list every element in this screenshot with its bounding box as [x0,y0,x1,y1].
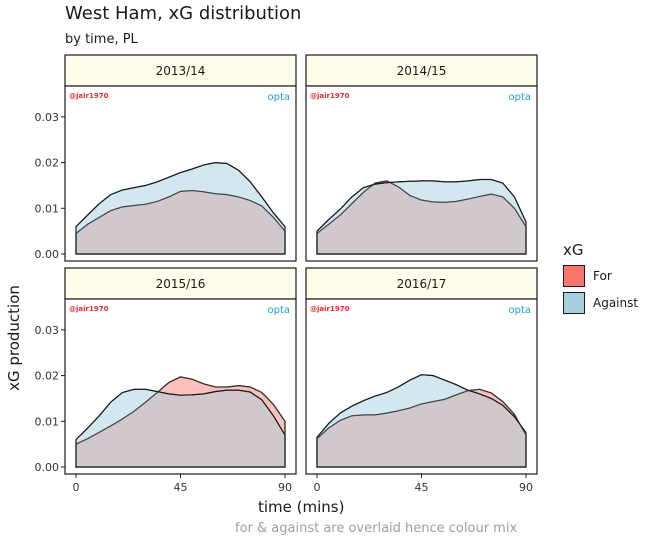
y-tick-label: 0.03 [35,111,60,124]
legend-swatch-against [563,292,585,314]
chart-caption: for & against are overlaid hence colour … [235,521,518,536]
facet-label-2014/15: 2014/15 [397,64,447,78]
y-tick-label: 0.02 [35,370,60,383]
density-line-against [316,178,527,232]
legend-label-for: For [593,269,612,283]
legend-item-against: Against [563,291,638,315]
y-tick-label: 0.00 [35,461,60,474]
chart-title: West Ham, xG distribution [65,3,302,24]
chart-subtitle: by time, PL [65,32,138,47]
x-tick-label: 45 [415,481,429,494]
x-tick-label: 0 [314,481,321,494]
y-tick-label: 0.01 [35,415,60,428]
opta-logo: opta [267,92,290,103]
y-tick-label: 0.00 [35,248,60,261]
density-line-for [75,376,286,445]
facet-label-2016/17: 2016/17 [397,277,447,291]
density-line-against [316,374,527,438]
legend-title: xG [563,241,584,259]
y-tick-label: 0.03 [35,324,60,337]
facet-label-2015/16: 2015/16 [156,277,206,291]
watermark-label: @jair1970 [310,92,350,100]
watermark-label: @jair1970 [69,305,109,313]
density-line-against [75,162,286,227]
density-line-against [75,388,286,440]
opta-logo: opta [267,305,290,316]
facet-label-2013/14: 2013/14 [156,64,206,78]
facet-strip-2016/17 [305,267,538,300]
legend-label-against: Against [593,296,639,310]
x-tick-label: 0 [73,481,80,494]
facet-strip-2013/14 [64,54,297,87]
y-tick-label: 0.02 [35,157,60,170]
facet-strip-2015/16 [64,267,297,300]
watermark-label: @jair1970 [310,305,350,313]
density-line-for [316,180,527,234]
density-line-for [316,388,527,440]
legend-item-for: For [563,264,612,288]
density-line-for [75,189,286,234]
watermark-label: @jair1970 [69,92,109,100]
x-tick-label: 90 [519,481,533,494]
x-axis-label: time (mins) [258,498,345,516]
x-tick-label: 45 [174,481,188,494]
x-tick-label: 90 [278,481,292,494]
legend-swatch-for [563,265,585,287]
y-tick-label: 0.01 [35,202,60,215]
opta-logo: opta [508,92,531,103]
opta-logo: opta [508,305,531,316]
